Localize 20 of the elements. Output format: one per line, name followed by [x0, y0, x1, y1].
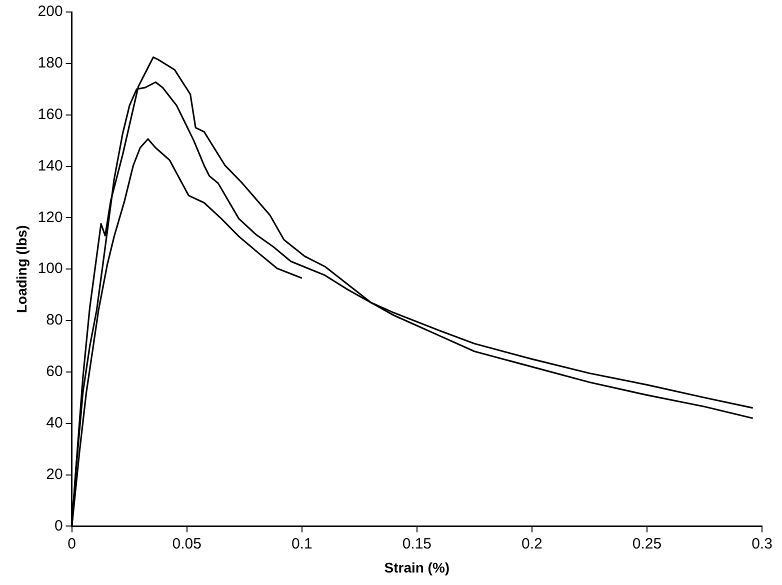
y-axis-title: Loading (lbs) — [13, 225, 30, 314]
y-tick-label: 160 — [38, 106, 63, 123]
x-tick-label: 0.25 — [632, 535, 662, 552]
y-tick-label: 100 — [38, 260, 63, 278]
y-tick-label: 20 — [46, 466, 63, 483]
y-tick-label: 40 — [46, 414, 63, 432]
y-tick-label: 60 — [46, 363, 63, 380]
y-tick-label: 120 — [38, 208, 63, 226]
x-tick-label: 0 — [68, 535, 76, 552]
y-tick-label: 180 — [38, 54, 63, 72]
y-tick-label: 140 — [38, 157, 63, 174]
y-tick-label: 80 — [46, 312, 63, 329]
y-tick-label: 200 — [38, 3, 63, 20]
y-tick-label: 0 — [54, 517, 63, 534]
x-tick-label: 0.2 — [522, 535, 542, 552]
x-tick-label: 0.15 — [402, 535, 432, 552]
x-tick-label: 0.3 — [752, 535, 772, 552]
x-tick-label: 0.1 — [291, 535, 312, 552]
x-axis-title: Strain (%) — [384, 559, 450, 576]
x-tick-label: 0.05 — [172, 535, 202, 552]
